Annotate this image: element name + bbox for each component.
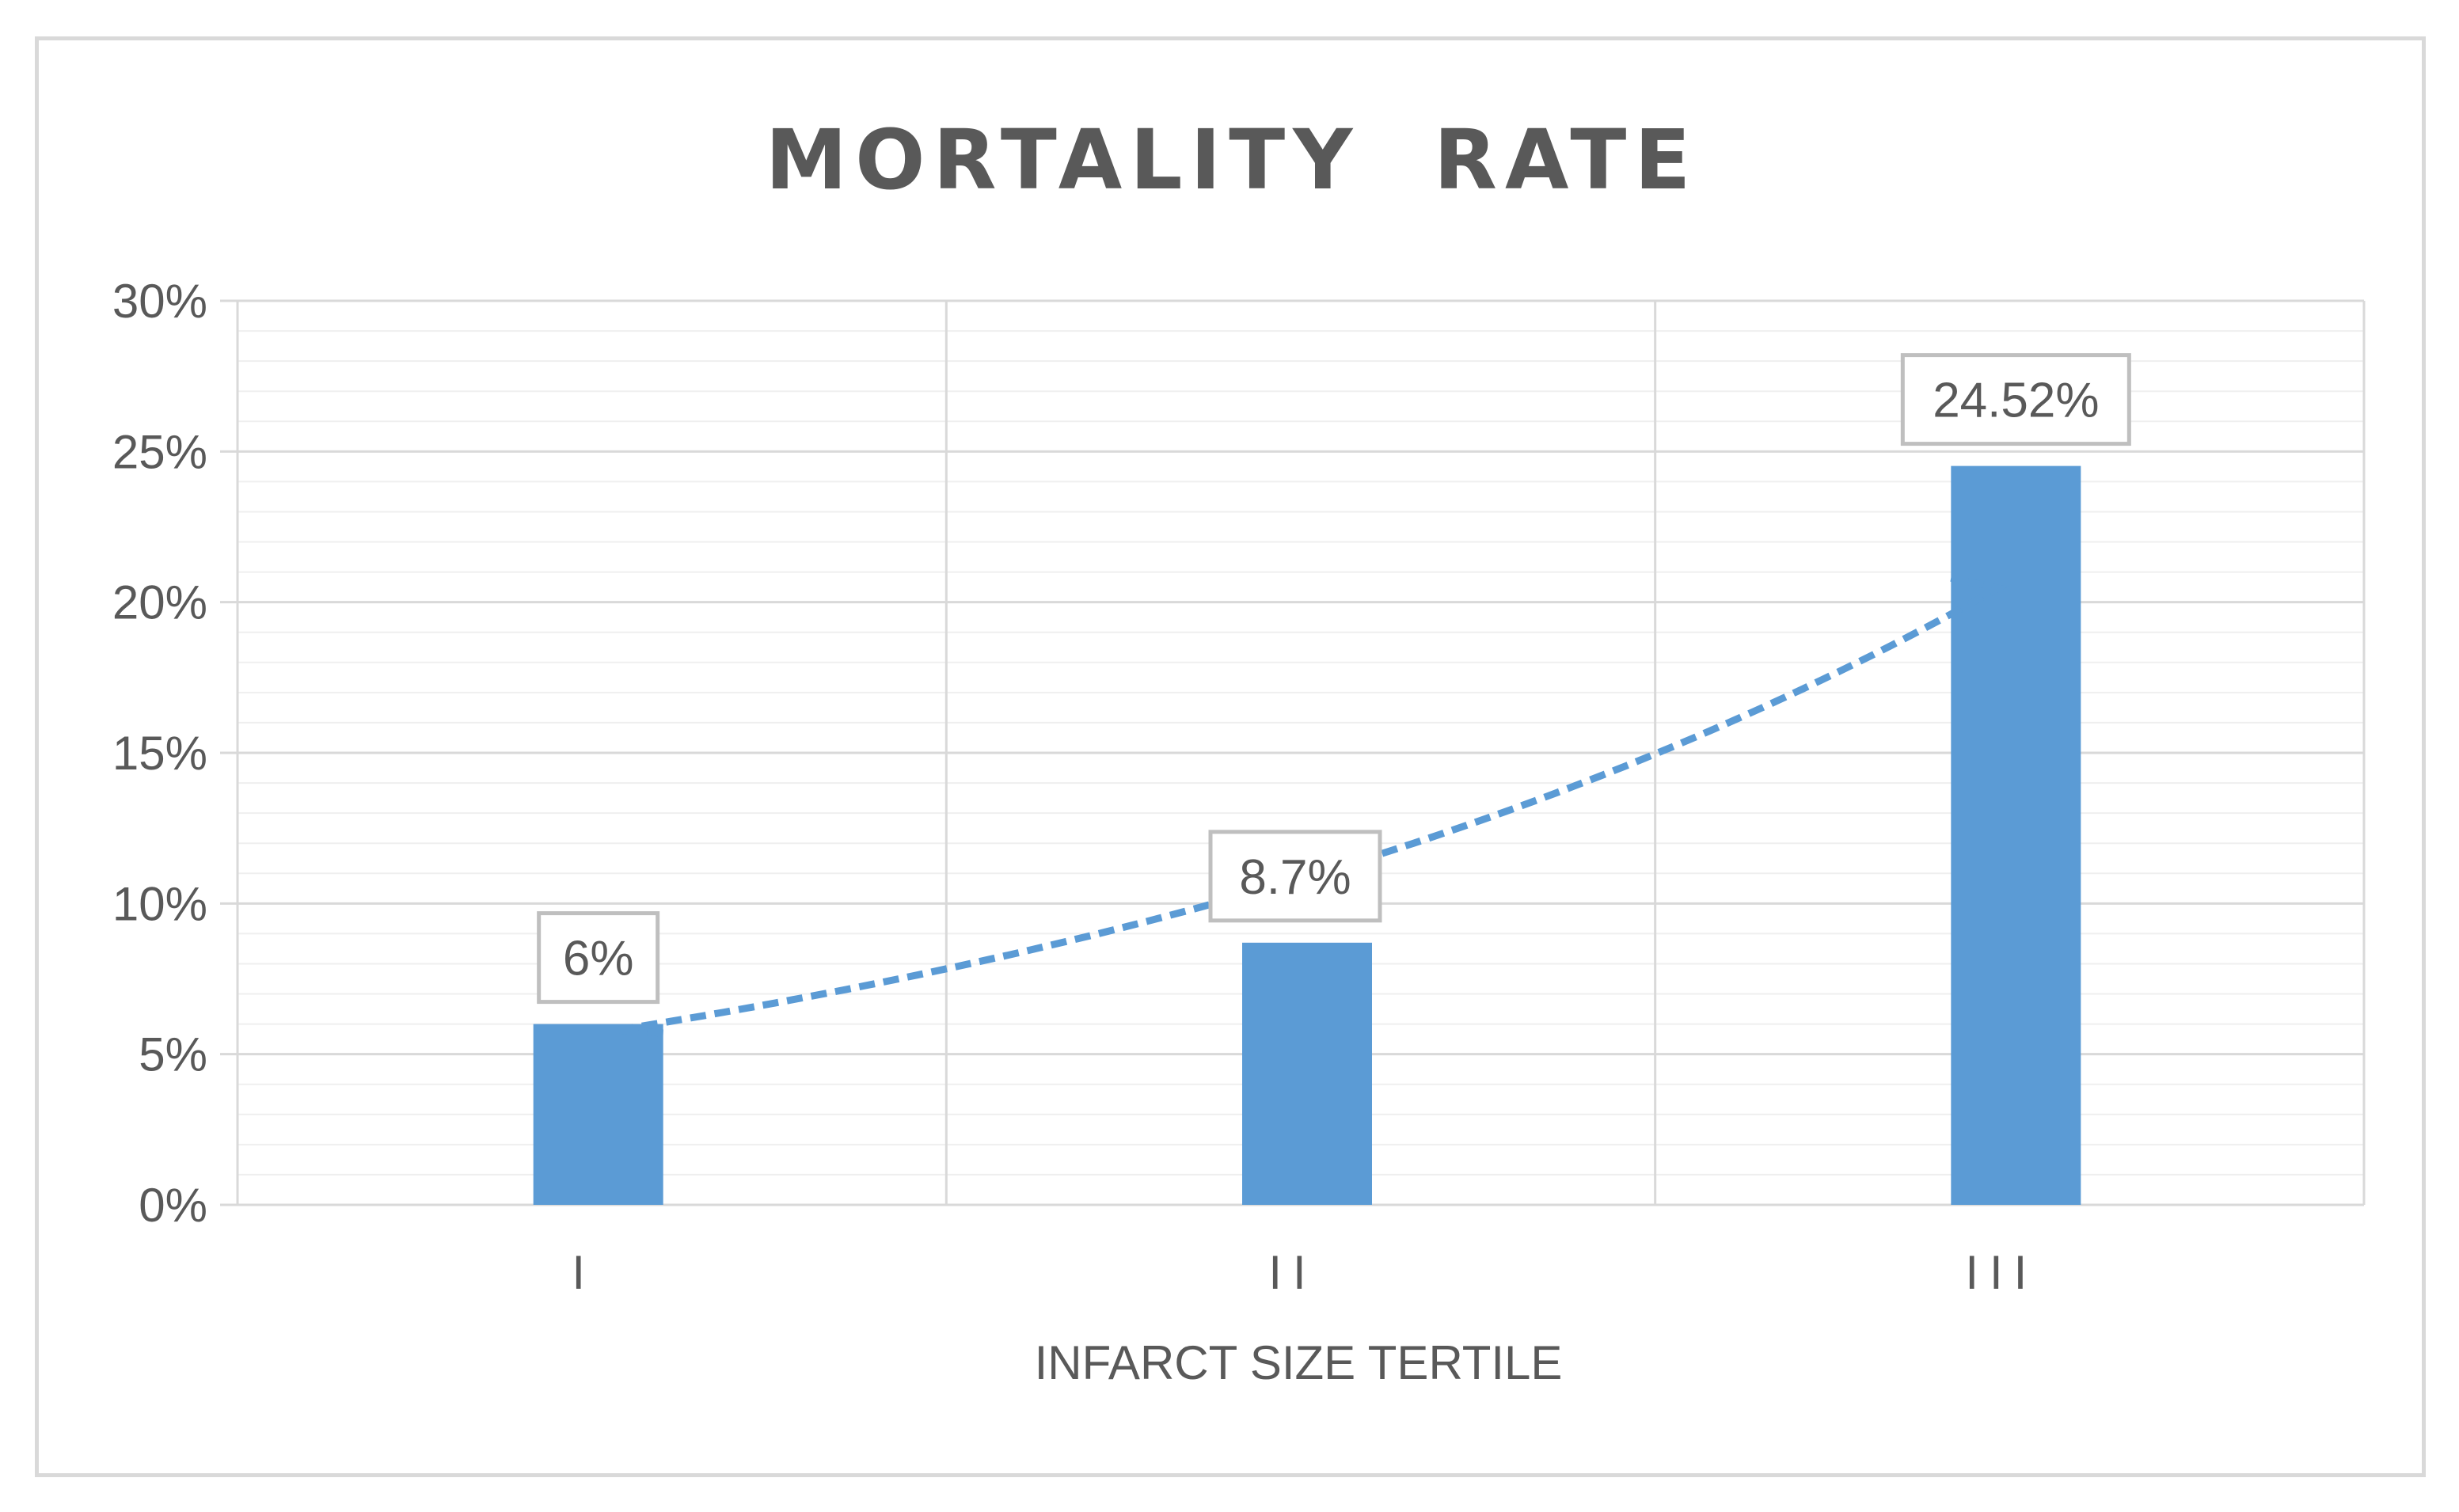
- data-label-text: 8.7%: [1239, 850, 1351, 905]
- data-label-box: [1900, 353, 2131, 446]
- data-label-text: 6%: [563, 932, 634, 986]
- x-tick-label-i: I: [572, 1246, 596, 1299]
- exponential-trendline: [615, 574, 2009, 1037]
- x-tick-label-ii: II: [1268, 1246, 1317, 1299]
- data-label-box: [537, 911, 660, 1005]
- y-tick-label: 25%: [112, 425, 207, 478]
- y-tick-label: 20%: [112, 576, 207, 629]
- bar-ii: [1242, 942, 1372, 1205]
- data-label-i: 6%: [537, 911, 660, 1005]
- y-tick-label: 15%: [112, 727, 207, 780]
- x-axis-title: INFARCT SIZE TERTILE: [1035, 1336, 1563, 1389]
- data-labels: 6% 8.7% 24.52%: [537, 353, 2131, 1005]
- y-tick-label: 0%: [139, 1179, 207, 1232]
- chart-title: MORTALITY RATE: [766, 112, 1699, 208]
- data-label-iii: 24.52%: [1900, 353, 2131, 446]
- y-tick-label: 30%: [112, 275, 207, 328]
- data-label-text: 24.52%: [1933, 374, 2099, 428]
- y-tick-label: 10%: [112, 877, 207, 930]
- bars: [533, 465, 2081, 1205]
- y-tick-label: 5%: [139, 1028, 207, 1081]
- x-tick-label-iii: III: [1965, 1246, 2038, 1299]
- bar-i: [533, 1024, 663, 1205]
- data-label-ii: 8.7%: [1208, 830, 1382, 923]
- data-label-box: [1208, 830, 1382, 923]
- trendline: [615, 574, 2009, 1037]
- axes: 0%5%10%15%20%25%30%I II III: [112, 275, 2366, 1299]
- bar-iii: [1951, 465, 2081, 1205]
